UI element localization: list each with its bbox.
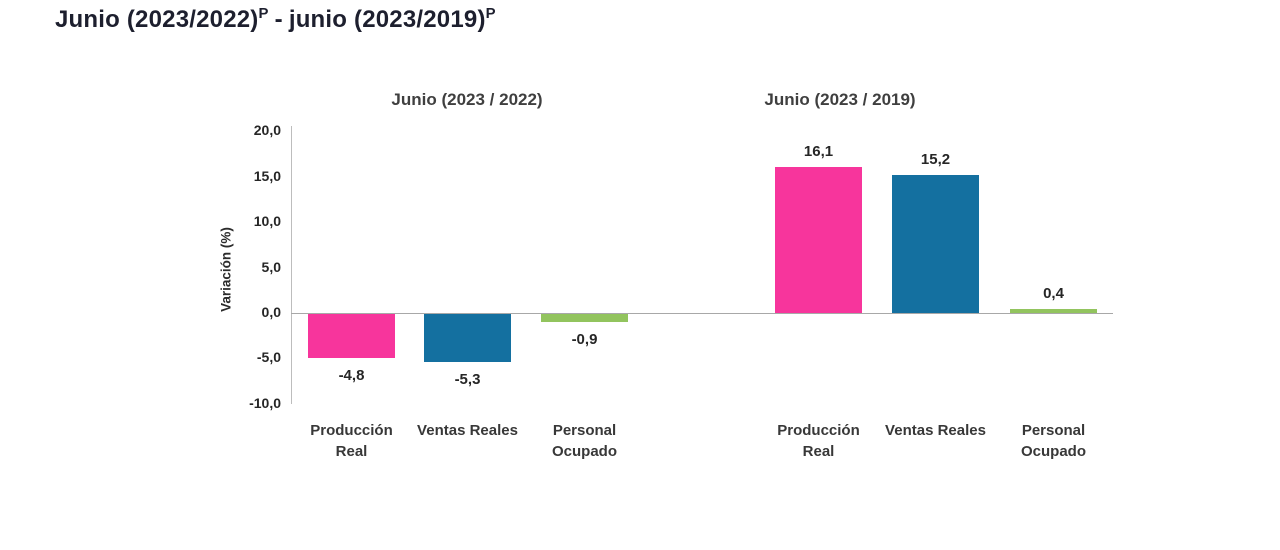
panel-title-2023-2022: Junio (2023 / 2022) <box>391 90 543 109</box>
value-label-panel1-ventas-reales: -5,3 <box>454 371 481 389</box>
bar-panel1-produccion-real <box>308 314 395 358</box>
y-tick--10,0: -10,0 <box>249 394 281 411</box>
value-label-panel2-ventas-reales: 15,2 <box>920 150 951 168</box>
y-tick--5,0: -5,0 <box>256 349 281 366</box>
category-label-panel2-produccion-real: Producción Real <box>777 422 860 460</box>
category-label-panel1-ventas-reales: Ventas Reales <box>417 422 518 439</box>
bar-panel2-personal-ocupado <box>1010 309 1097 313</box>
category-label-panel1-personal-ocupado: Personal Ocupado <box>551 422 617 460</box>
zero-baseline <box>291 313 1113 314</box>
value-label-panel1-produccion-real: -4,8 <box>338 366 365 384</box>
y-tick-0,0: 0,0 <box>261 304 281 320</box>
value-label-panel1-personal-ocupado: -0,9 <box>571 331 598 349</box>
y-tick-10,0: 10,0 <box>253 213 281 230</box>
page-title: Junio (2023/2022)P - junio (2023/2019)P <box>55 6 496 34</box>
page-title-left: Junio (2023/2022) <box>55 6 259 33</box>
panel-title-2023-2019: Junio (2023 / 2019) <box>764 90 916 109</box>
page-title-sup-left: P <box>258 6 269 22</box>
bar-panel1-personal-ocupado <box>541 314 628 323</box>
page-title-sup-right: P <box>485 6 496 22</box>
page-title-right: junio (2023/2019) <box>288 6 486 33</box>
bar-panel2-produccion-real <box>775 166 862 313</box>
category-label-panel2-ventas-reales: Ventas Reales <box>885 422 986 439</box>
y-axis-line <box>291 126 292 404</box>
value-label-panel2-personal-ocupado: 0,4 <box>1043 285 1064 303</box>
value-label-panel2-produccion-real: 16,1 <box>803 142 834 160</box>
bar-panel1-ventas-reales <box>424 314 511 363</box>
category-label-panel2-personal-ocupado: Personal Ocupado <box>1020 422 1086 460</box>
y-tick-15,0: 15,0 <box>253 167 281 184</box>
y-tick-20,0: 20,0 <box>253 122 281 139</box>
y-tick-5,0: 5,0 <box>261 258 281 275</box>
bar-panel2-ventas-reales <box>892 174 979 313</box>
page-title-separator: - <box>274 6 283 33</box>
category-label-panel1-produccion-real: Producción Real <box>310 422 393 460</box>
